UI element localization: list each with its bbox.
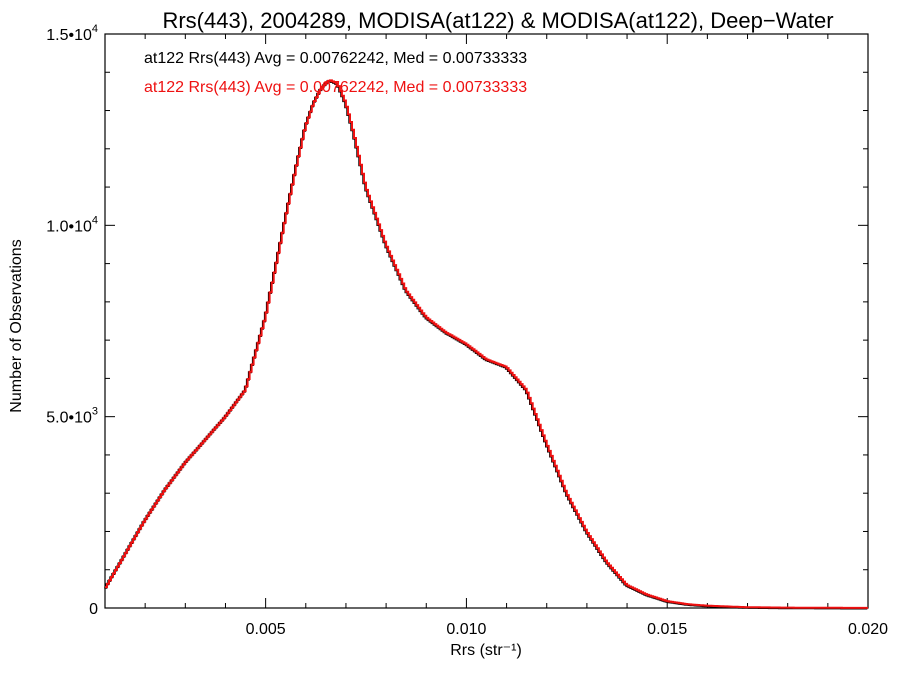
x-axis-label: Rrs (str⁻¹) — [450, 642, 522, 659]
x-tick-label: 0.010 — [446, 621, 486, 638]
y-tick-label: 5.0•103 — [46, 406, 98, 427]
x-tick-label: 0.015 — [647, 621, 687, 638]
series-line-red — [105, 79, 868, 609]
plot-frame — [104, 33, 869, 609]
y-tick-label: 1.0•104 — [46, 214, 98, 235]
x-tick-label: 0.020 — [848, 621, 888, 638]
chart-title: Rrs(443), 2004289, MODISA(at122) & MODIS… — [162, 8, 833, 33]
annotation-red: at122 Rrs(443) Avg = 0.00762242, Med = 0… — [144, 79, 527, 96]
annotation-black: at122 Rrs(443) Avg = 0.00762242, Med = 0… — [144, 50, 527, 67]
y-tick-label: 0 — [89, 601, 98, 618]
x-tick-label: 0.005 — [246, 621, 286, 638]
y-axis-label: Number of Observations — [8, 239, 25, 412]
series-line-black — [104, 80, 868, 610]
y-tick-label: 1.5•104 — [46, 23, 98, 44]
